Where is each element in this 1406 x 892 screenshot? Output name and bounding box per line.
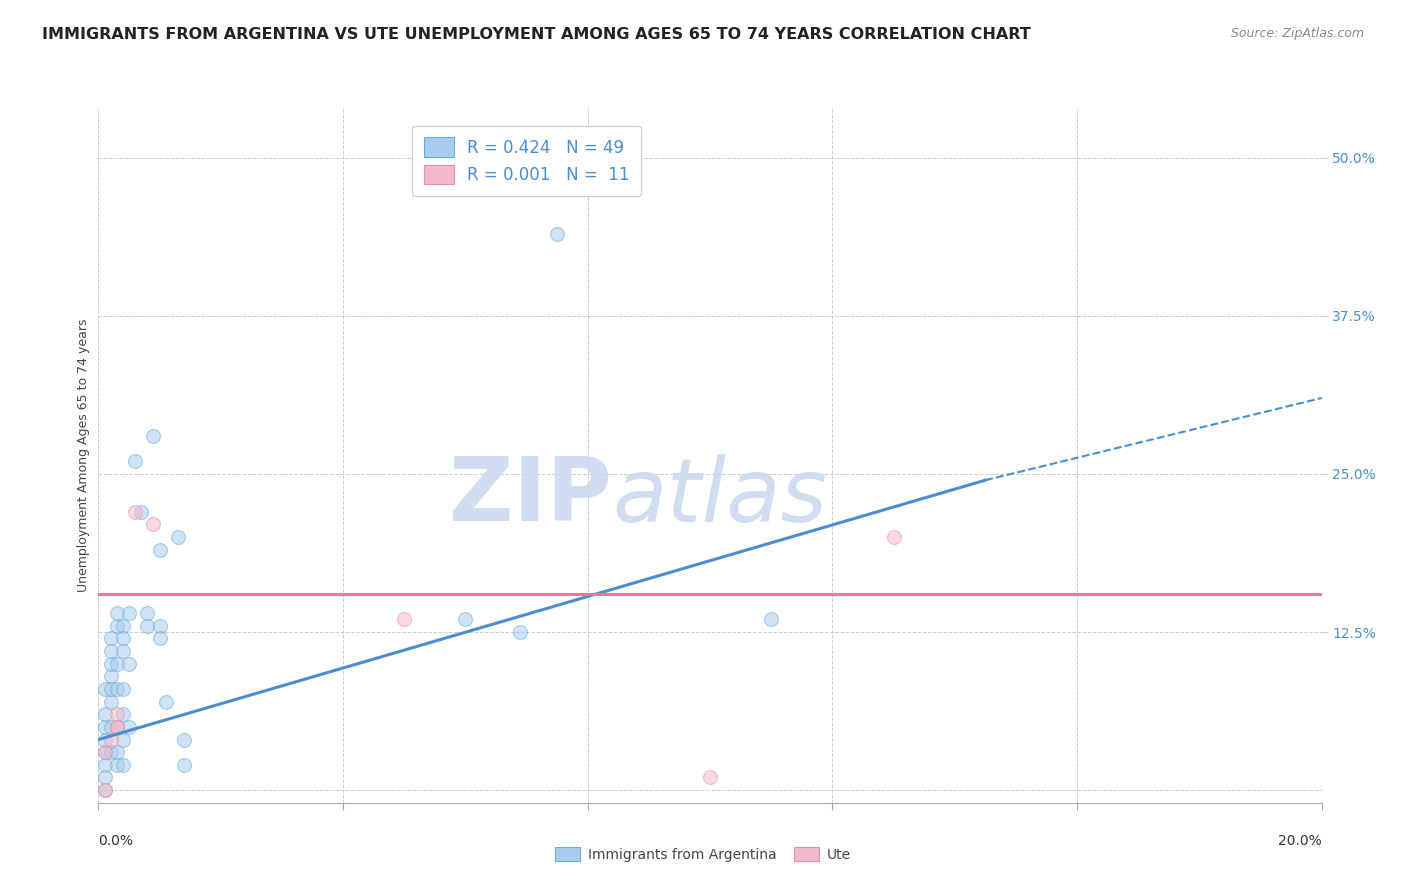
Point xyxy=(173,757,195,772)
Point xyxy=(93,745,115,759)
Point xyxy=(105,707,128,722)
Point xyxy=(149,618,172,632)
Point xyxy=(883,530,905,544)
Point xyxy=(105,720,128,734)
Point xyxy=(93,732,115,747)
Point xyxy=(105,606,128,620)
Point xyxy=(124,454,146,468)
Text: 0.0%: 0.0% xyxy=(98,834,134,848)
Point xyxy=(105,745,128,759)
Point xyxy=(105,757,128,772)
Point xyxy=(136,618,159,632)
Point xyxy=(105,720,128,734)
Point xyxy=(149,542,172,557)
Point xyxy=(111,618,134,632)
Point xyxy=(100,657,122,671)
Point xyxy=(105,618,128,632)
Point xyxy=(509,625,531,640)
Point xyxy=(142,517,165,532)
Point xyxy=(100,720,122,734)
Point xyxy=(149,632,172,646)
Point xyxy=(167,530,190,544)
Point xyxy=(111,681,134,696)
Point xyxy=(173,732,195,747)
Text: 20.0%: 20.0% xyxy=(1278,834,1322,848)
Point xyxy=(118,657,141,671)
Point xyxy=(699,771,721,785)
Text: atlas: atlas xyxy=(612,454,827,540)
Point xyxy=(93,707,115,722)
Point xyxy=(100,632,122,646)
Text: IMMIGRANTS FROM ARGENTINA VS UTE UNEMPLOYMENT AMONG AGES 65 TO 74 YEARS CORRELAT: IMMIGRANTS FROM ARGENTINA VS UTE UNEMPLO… xyxy=(42,27,1031,42)
Point xyxy=(111,707,134,722)
Point xyxy=(142,429,165,443)
Point xyxy=(100,732,122,747)
Point xyxy=(124,505,146,519)
Point xyxy=(129,505,152,519)
Y-axis label: Unemployment Among Ages 65 to 74 years: Unemployment Among Ages 65 to 74 years xyxy=(77,318,90,591)
Point xyxy=(93,771,115,785)
Point xyxy=(93,745,115,759)
Point xyxy=(111,632,134,646)
Point xyxy=(546,227,568,241)
Point xyxy=(155,695,177,709)
Point xyxy=(759,612,782,626)
Point xyxy=(93,783,115,797)
Point xyxy=(105,657,128,671)
Point xyxy=(136,606,159,620)
Point xyxy=(100,745,122,759)
Text: ZIP: ZIP xyxy=(450,453,612,541)
Legend: Immigrants from Argentina, Ute: Immigrants from Argentina, Ute xyxy=(550,841,856,867)
Point xyxy=(111,757,134,772)
Point xyxy=(111,644,134,658)
Text: Source: ZipAtlas.com: Source: ZipAtlas.com xyxy=(1230,27,1364,40)
Point xyxy=(454,612,477,626)
Point xyxy=(105,720,128,734)
Point xyxy=(118,606,141,620)
Point xyxy=(105,681,128,696)
Legend: R = 0.424   N = 49, R = 0.001   N =  11: R = 0.424 N = 49, R = 0.001 N = 11 xyxy=(412,126,641,196)
Point xyxy=(93,681,115,696)
Point xyxy=(100,644,122,658)
Point xyxy=(93,783,115,797)
Point xyxy=(100,695,122,709)
Point xyxy=(100,669,122,683)
Point xyxy=(118,720,141,734)
Point xyxy=(111,732,134,747)
Point xyxy=(100,681,122,696)
Point xyxy=(93,757,115,772)
Point xyxy=(93,720,115,734)
Point xyxy=(392,612,416,626)
